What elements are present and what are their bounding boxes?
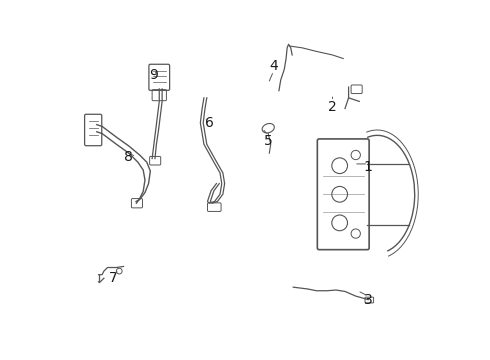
Text: 1: 1 [364,161,373,175]
Text: 5: 5 [264,134,272,148]
Text: 4: 4 [269,59,278,73]
Text: 8: 8 [124,150,133,164]
Text: 2: 2 [328,100,337,114]
Text: 7: 7 [108,271,117,285]
Text: 3: 3 [364,293,372,307]
Text: 9: 9 [149,68,158,82]
Text: 6: 6 [205,116,214,130]
